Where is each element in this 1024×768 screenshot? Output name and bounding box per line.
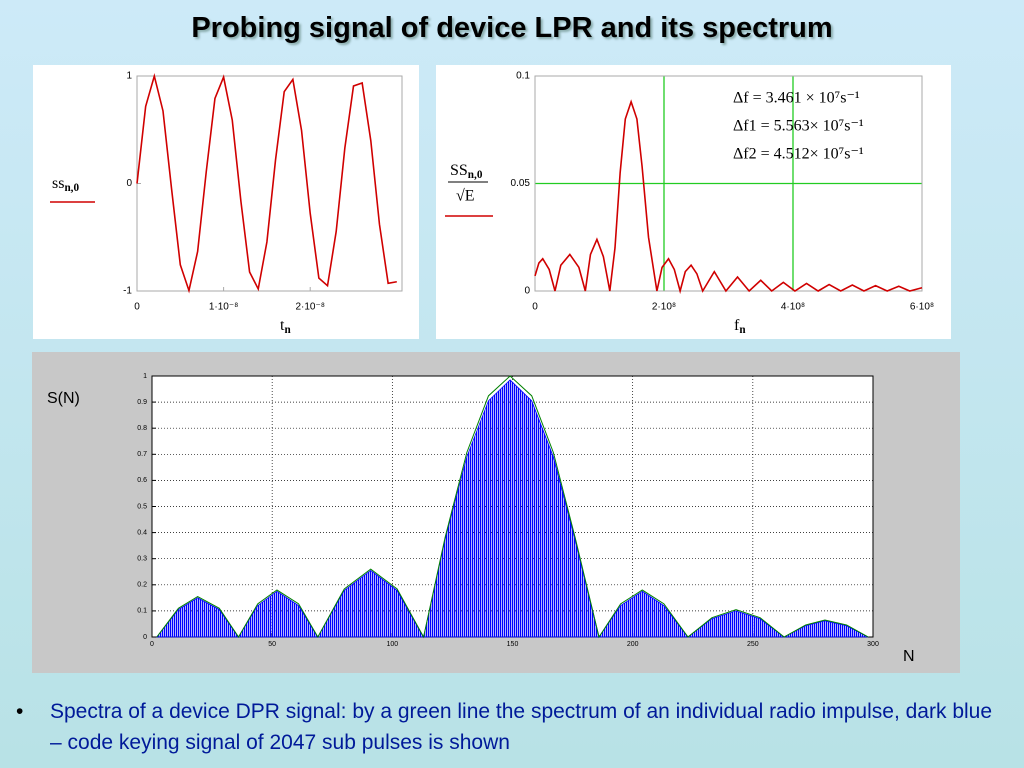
y-tick-label: -1 (123, 286, 132, 297)
y-tick-label: 1 (143, 373, 147, 380)
x-tick-label: 0 (150, 641, 154, 648)
label-text: f (734, 317, 740, 334)
y-tick-label: 0 (524, 286, 530, 297)
axis-label: N (903, 648, 915, 665)
y-tick-label: 0.7 (137, 451, 147, 458)
x-tick-label: 4·10⁸ (781, 302, 805, 313)
panel (33, 65, 419, 339)
x-tick-label: 0 (134, 302, 140, 313)
y-tick-label: 0.1 (137, 608, 147, 615)
caption: • Spectra of a device DPR signal: by a gr… (16, 696, 1006, 758)
y-tick-label: 0.4 (137, 529, 147, 536)
y-tick-label: 0.9 (137, 399, 147, 406)
x-tick-label: 0 (532, 302, 538, 313)
label-subscript: n,0 (64, 182, 79, 194)
x-tick-label: 100 (386, 641, 398, 648)
axis-label: SSn,0 (450, 162, 483, 181)
x-tick-label: 150 (507, 641, 519, 648)
y-tick-label: 0.2 (137, 582, 147, 589)
panel (436, 65, 951, 339)
axis-label: S(N) (47, 390, 80, 407)
x-tick-label: 250 (747, 641, 759, 648)
x-tick-label: 6·10⁸ (910, 302, 934, 313)
axis-label-denominator: √E (456, 188, 475, 205)
x-tick-label: 2·10⁻⁸ (295, 302, 325, 313)
y-tick-label: 0.6 (137, 477, 147, 484)
y-tick-label: 0.1 (516, 71, 530, 82)
data-line (136, 72, 397, 294)
slide-title: Probing signal of device LPR and its spe… (191, 12, 833, 44)
x-tick-label: 300 (867, 641, 879, 648)
annotation: Δf1 = 5.563× 10⁷s⁻¹ (733, 118, 864, 135)
y-tick-label: 0 (126, 178, 132, 189)
label-subscript: n,0 (468, 169, 483, 181)
label-text: ss (52, 175, 64, 192)
x-tick-label: 200 (627, 641, 639, 648)
annotation: Δf = 3.461 × 10⁷s⁻¹ (733, 90, 860, 107)
x-tick-label: 2·10⁸ (652, 302, 676, 313)
y-tick-label: 0.5 (137, 503, 147, 510)
plot-frame (534, 75, 923, 292)
axis-label: ssn,0 (52, 175, 79, 194)
caption-text: Spectra of a device DPR signal: by a gre… (50, 700, 993, 754)
axis-label: tn (280, 317, 291, 336)
y-tick-label: 1 (126, 71, 132, 82)
label-subscript: n (284, 324, 291, 336)
x-tick-label: 50 (268, 641, 276, 648)
label-text: SS (450, 162, 468, 179)
data-line (534, 99, 923, 295)
y-tick-label: 0 (143, 634, 147, 641)
x-tick-label: 1·10⁻⁸ (209, 302, 239, 313)
label-text: t (280, 317, 285, 334)
y-tick-label: 0.3 (137, 556, 147, 563)
y-tick-label: 0.05 (511, 178, 531, 189)
y-tick-label: 0.8 (137, 425, 147, 432)
bullet: • (16, 700, 24, 723)
annotation: Δf2 = 4.512× 10⁷s⁻¹ (733, 146, 864, 163)
envelope-line (156, 375, 869, 639)
axis-label: fn (734, 317, 746, 336)
label-subscript: n (739, 324, 746, 336)
